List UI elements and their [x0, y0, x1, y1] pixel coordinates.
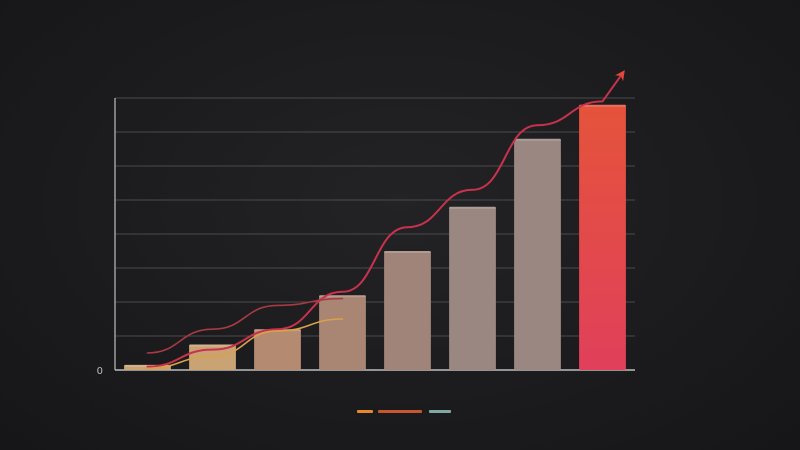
- legend-swatch: [429, 410, 451, 413]
- bar-top-highlight: [449, 206, 496, 209]
- bar-top-highlight: [319, 295, 366, 298]
- legend-swatch: [378, 410, 422, 413]
- trend-line: [146, 70, 625, 368]
- trend-line: [146, 297, 344, 354]
- legend-swatch: [357, 410, 373, 413]
- bar: [319, 295, 366, 370]
- bar-top-highlight: [579, 104, 626, 107]
- bar: [449, 206, 496, 370]
- bar: [514, 138, 561, 370]
- y-tick-label: 0: [97, 366, 103, 377]
- bar: [384, 251, 431, 370]
- trend-line: [146, 318, 344, 370]
- bar-top-highlight: [189, 344, 236, 347]
- bar-top-highlight: [514, 138, 561, 141]
- bar: [254, 329, 301, 370]
- bar: [579, 104, 626, 371]
- bar-top-highlight: [384, 251, 431, 253]
